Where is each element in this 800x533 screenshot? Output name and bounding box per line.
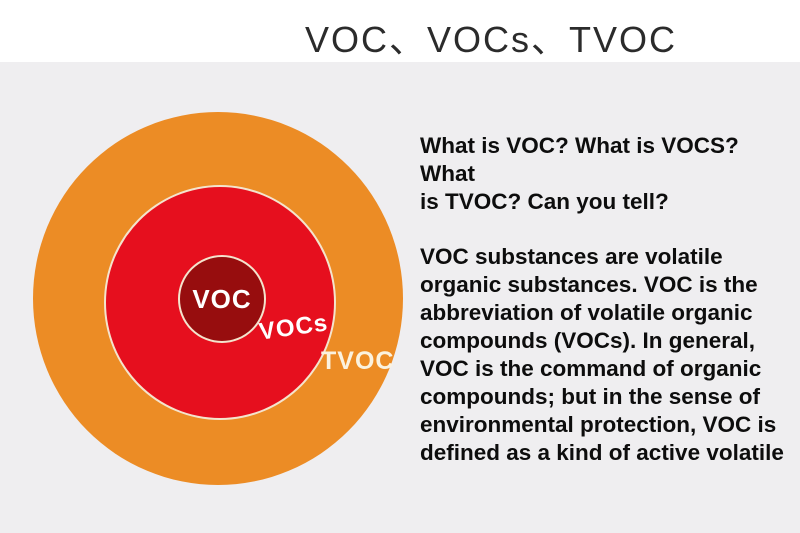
voc-label: VOC xyxy=(192,283,252,314)
explanation-paragraph: VOC substances are volatile organic subs… xyxy=(420,244,784,465)
question-heading: What is VOC? What is VOCS? What is TVOC?… xyxy=(420,133,739,214)
tvoc-label: TVOC xyxy=(321,347,395,375)
diagram-stage: VOC VOCs TVOC What is VOC? What is VOCS?… xyxy=(0,62,800,533)
voc-inner-circle: VOC xyxy=(178,255,266,343)
title-strip: VOC、VOCs、TVOC xyxy=(0,0,800,62)
explanation-panel: What is VOC? What is VOCS? What is TVOC?… xyxy=(420,132,798,467)
page-title: VOC、VOCs、TVOC xyxy=(304,19,678,60)
